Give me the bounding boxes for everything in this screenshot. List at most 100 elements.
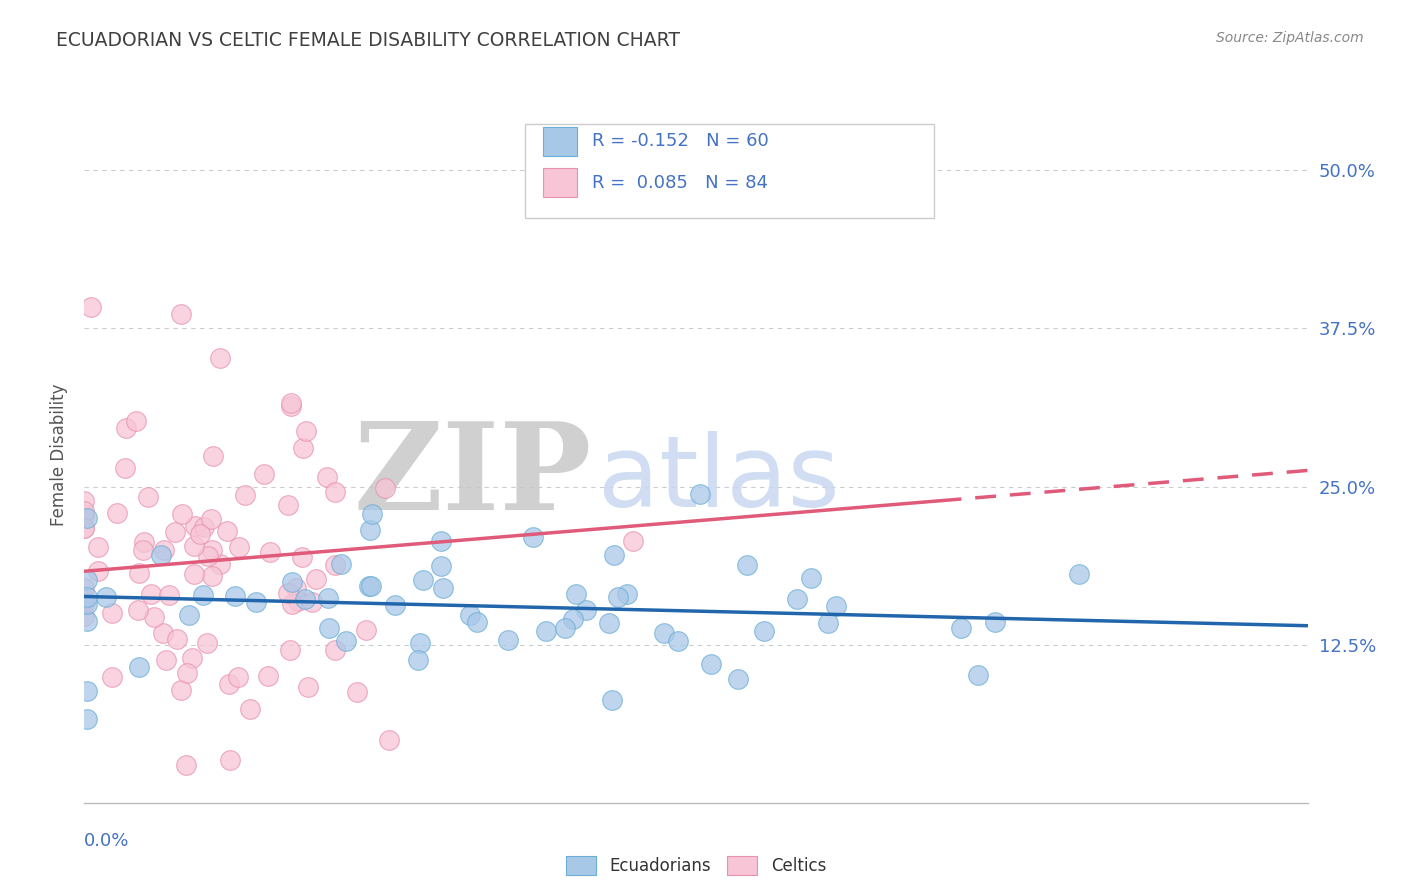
Point <box>132 534 155 549</box>
Point <box>219 753 242 767</box>
Point <box>228 541 250 555</box>
Point <box>318 591 340 605</box>
Point <box>76 712 98 726</box>
Text: ZIP: ZIP <box>354 417 592 535</box>
Point <box>800 571 823 585</box>
Point <box>277 498 299 512</box>
Point <box>323 558 346 573</box>
Point <box>183 539 205 553</box>
Point <box>735 558 758 572</box>
Point <box>432 581 454 595</box>
Point <box>125 414 148 428</box>
Point <box>183 518 205 533</box>
Point <box>218 677 240 691</box>
Point <box>689 487 711 501</box>
Point <box>356 623 378 637</box>
Bar <box>543 127 578 156</box>
Point <box>378 732 401 747</box>
Point <box>727 673 749 687</box>
Point <box>315 470 337 484</box>
Point <box>73 494 96 508</box>
Point <box>281 575 304 590</box>
Point <box>201 449 224 463</box>
Point <box>200 512 222 526</box>
Point <box>73 521 96 535</box>
Point <box>384 598 406 612</box>
Point <box>257 669 280 683</box>
Point <box>245 595 267 609</box>
Point <box>606 590 628 604</box>
Point <box>554 621 576 635</box>
Point <box>73 521 96 535</box>
Point <box>357 579 380 593</box>
Point <box>233 488 256 502</box>
Point <box>157 588 180 602</box>
Point <box>142 609 165 624</box>
Point <box>132 543 155 558</box>
Point <box>699 657 721 671</box>
Point <box>600 693 623 707</box>
Point <box>360 507 382 521</box>
Point <box>281 597 304 611</box>
Point <box>183 567 205 582</box>
Point <box>166 632 188 646</box>
Point <box>1067 567 1090 582</box>
Point <box>325 643 347 657</box>
Point <box>294 424 316 438</box>
Point <box>177 607 200 622</box>
Point <box>984 615 1007 629</box>
Point <box>87 564 110 578</box>
Point <box>228 669 250 683</box>
Point <box>155 653 177 667</box>
Point <box>115 420 138 434</box>
Point <box>128 660 150 674</box>
Point <box>105 506 128 520</box>
Point <box>114 461 136 475</box>
Point <box>76 683 98 698</box>
Point <box>152 626 174 640</box>
Point <box>598 616 620 631</box>
Point <box>253 467 276 482</box>
Point <box>128 566 150 581</box>
Point <box>359 523 381 537</box>
Text: Source: ZipAtlas.com: Source: ZipAtlas.com <box>1216 31 1364 45</box>
Point <box>430 559 453 574</box>
Point <box>73 591 96 606</box>
Point <box>76 597 98 611</box>
Point <box>561 612 583 626</box>
Point <box>73 508 96 522</box>
Point <box>603 548 626 562</box>
Point <box>73 609 96 624</box>
Point <box>360 579 382 593</box>
Legend: Ecuadorians, Celtics: Ecuadorians, Celtics <box>560 849 832 881</box>
Point <box>277 585 299 599</box>
Text: R = -0.152   N = 60: R = -0.152 N = 60 <box>592 132 769 150</box>
Text: R =  0.085   N = 84: R = 0.085 N = 84 <box>592 174 768 192</box>
Point <box>193 520 215 534</box>
Point <box>280 399 302 413</box>
Text: atlas: atlas <box>598 431 839 528</box>
Point <box>174 757 197 772</box>
Point <box>180 650 202 665</box>
Point <box>301 595 323 609</box>
Point <box>329 557 352 571</box>
Point <box>616 587 638 601</box>
FancyBboxPatch shape <box>524 124 935 219</box>
Point <box>522 530 544 544</box>
Point <box>297 680 319 694</box>
Point <box>621 534 644 549</box>
Point <box>346 684 368 698</box>
Point <box>238 702 260 716</box>
Point <box>73 597 96 611</box>
Point <box>191 588 214 602</box>
Point <box>176 665 198 680</box>
Point <box>752 624 775 639</box>
Point <box>409 635 432 649</box>
Point <box>73 504 96 518</box>
Point <box>291 550 314 565</box>
Point <box>305 572 328 586</box>
Point <box>817 616 839 631</box>
Point <box>224 589 246 603</box>
Point <box>292 441 315 455</box>
Point <box>208 558 231 572</box>
